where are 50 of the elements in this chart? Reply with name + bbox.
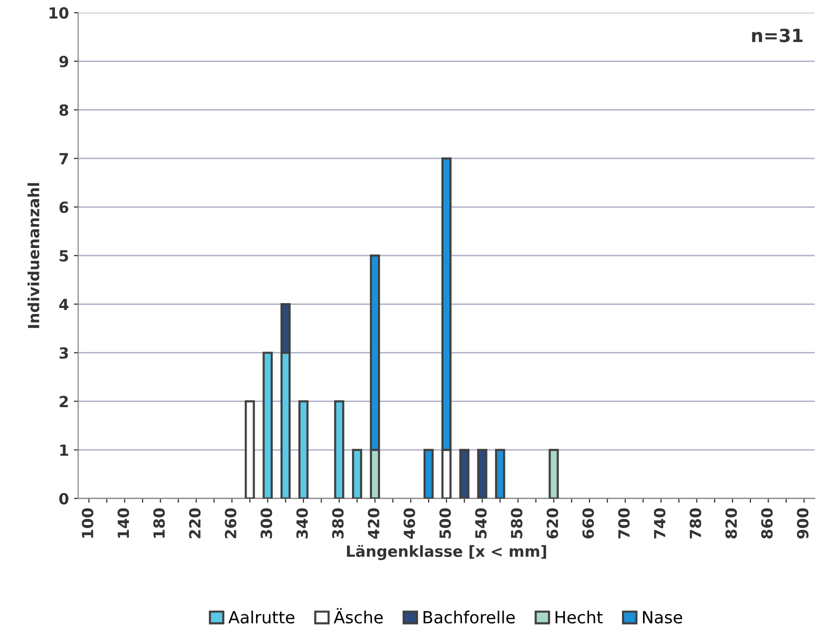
- x-tick-label: 700: [618, 508, 630, 538]
- x-tick-label: 260: [224, 508, 236, 538]
- y-tick-label: 2: [60, 396, 68, 408]
- x-tick-label: 620: [546, 508, 558, 538]
- x-tick-label: 220: [189, 508, 201, 538]
- x-tick-label: 580: [510, 508, 522, 538]
- bar: [352, 448, 362, 498]
- bar: [334, 400, 344, 498]
- y-tick-label: 0: [59, 492, 68, 504]
- x-tick-label: 180: [153, 508, 165, 538]
- x-tick-label: 820: [725, 508, 737, 538]
- x-tick-label: 860: [761, 508, 773, 538]
- y-tick-label: 10: [50, 7, 68, 19]
- y-tick-label: 7: [60, 153, 68, 164]
- bar: [477, 448, 488, 498]
- legend-label: Bachforelle: [424, 610, 515, 624]
- y-tick-label: 6: [59, 201, 68, 214]
- bar: [548, 448, 559, 498]
- bar: [262, 352, 273, 498]
- x-tick-label: 300: [260, 508, 272, 538]
- x-tick-label: 140: [118, 508, 130, 538]
- x-tick-label: 500: [439, 508, 451, 538]
- y-tick-label: 3: [60, 347, 68, 359]
- y-tick-label: 1: [60, 444, 68, 456]
- legend-label: Aalrutte: [228, 610, 294, 624]
- legend-label: Hecht: [556, 610, 603, 624]
- y-tick-label: 9: [59, 56, 68, 68]
- y-tick-label: 4: [59, 298, 68, 310]
- bar: [495, 448, 506, 498]
- x-tick-label: 540: [475, 508, 487, 538]
- y-axis-title: Individuenanzahl: [28, 183, 40, 328]
- x-tick-label: 740: [654, 508, 666, 538]
- x-tick-label: 340: [296, 508, 308, 538]
- x-tick-label: 900: [796, 508, 808, 539]
- annotation: n=31: [752, 28, 802, 42]
- x-tick-label: 420: [368, 508, 380, 539]
- x-tick-label: 380: [332, 508, 344, 538]
- y-tick-label: 8: [59, 104, 68, 116]
- legend-label: Äsche: [334, 608, 383, 624]
- x-tick-label: 660: [582, 508, 594, 538]
- x-axis-title: Längenklasse [x < mm]: [347, 544, 546, 560]
- bar: [244, 400, 255, 498]
- bar: [424, 448, 434, 498]
- x-tick-label: 460: [404, 508, 416, 539]
- y-tick-label: 5: [60, 250, 68, 262]
- bar: [459, 448, 470, 498]
- bar: [298, 400, 309, 498]
- legend-label: Nase: [643, 611, 682, 624]
- x-tick-label: 100: [82, 508, 94, 538]
- x-tick-label: 780: [690, 508, 702, 538]
